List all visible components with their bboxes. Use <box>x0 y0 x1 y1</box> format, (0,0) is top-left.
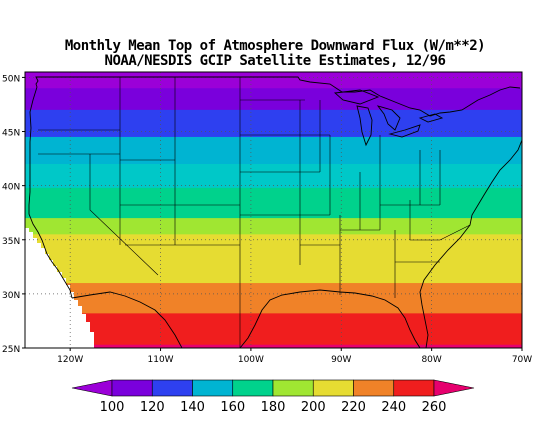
flux-band-5 <box>25 187 522 219</box>
colorbar-label: 200 <box>301 400 326 415</box>
flux-band-10 <box>25 313 522 346</box>
boundaries <box>28 76 522 348</box>
us-canada-border <box>35 76 521 117</box>
colorbar-high-triangle <box>433 379 475 397</box>
colorbar-box <box>312 379 354 397</box>
lon-tick-label: 110W <box>148 355 174 365</box>
colorbar-label: 180 <box>261 400 286 415</box>
colorbar-label: 260 <box>422 400 447 415</box>
colorbar: 100 120 140 160 180 200 220 240 260 <box>71 379 475 415</box>
title-line-1: Monthly Mean Top of Atmosphere Downward … <box>64 38 486 54</box>
colorbar-box <box>232 379 274 397</box>
state-lines <box>38 77 471 348</box>
flux-band-0 <box>25 72 522 89</box>
colorbar-box <box>393 379 435 397</box>
flux-bands <box>25 72 522 348</box>
colorbar-box <box>353 379 395 397</box>
map-frame <box>24 71 523 349</box>
colorbar-label: 240 <box>381 400 406 415</box>
latitude-labels: 50N 45N 40N 35N 30N 25N <box>2 74 25 355</box>
atlantic-coastline <box>419 139 522 348</box>
lat-tick-label: 40N <box>2 183 20 193</box>
lat-tick-label: 50N <box>2 74 20 84</box>
colorbar-box <box>111 379 153 397</box>
lon-tick-label: 80W <box>421 355 441 365</box>
colorbar-box <box>192 379 234 397</box>
lon-tick-label: 90W <box>331 355 351 365</box>
colorbar-label: 140 <box>180 400 205 415</box>
flux-band-4 <box>25 164 522 189</box>
lon-tick-label: 120W <box>57 355 83 365</box>
colorbar-label: 160 <box>220 400 245 415</box>
colorbar-box <box>151 379 193 397</box>
lat-tick-label: 45N <box>2 129 20 139</box>
great-lakes <box>333 89 444 147</box>
lat-tick-label: 25N <box>2 345 20 355</box>
lon-tick-label: 70W <box>512 355 532 365</box>
colorbar-low-triangle <box>71 379 113 397</box>
lat-tick-label: 30N <box>2 291 20 301</box>
flux-band-11 <box>25 344 522 348</box>
colorbar-label: 220 <box>341 400 366 415</box>
lon-tick-label: 100W <box>238 355 264 365</box>
flux-band-3 <box>25 136 522 165</box>
colorbar-label: 100 <box>100 400 125 415</box>
title-line-2: NOAA/NESDIS GCIP Satellite Estimates, 12… <box>104 53 446 69</box>
flux-band-1 <box>25 88 522 111</box>
pacific-ocean-mask <box>25 228 94 348</box>
flux-band-8 <box>25 266 522 284</box>
lat-tick-label: 35N <box>2 237 20 247</box>
pacific-coastline <box>28 86 73 299</box>
colorbar-label: 120 <box>140 400 165 415</box>
flux-band-6 <box>25 218 522 235</box>
longitude-labels: 120W 110W 100W 90W 80W 70W <box>57 348 532 365</box>
colorbar-box <box>272 379 314 397</box>
flux-band-2 <box>25 109 522 138</box>
ocean-fill <box>25 228 94 348</box>
